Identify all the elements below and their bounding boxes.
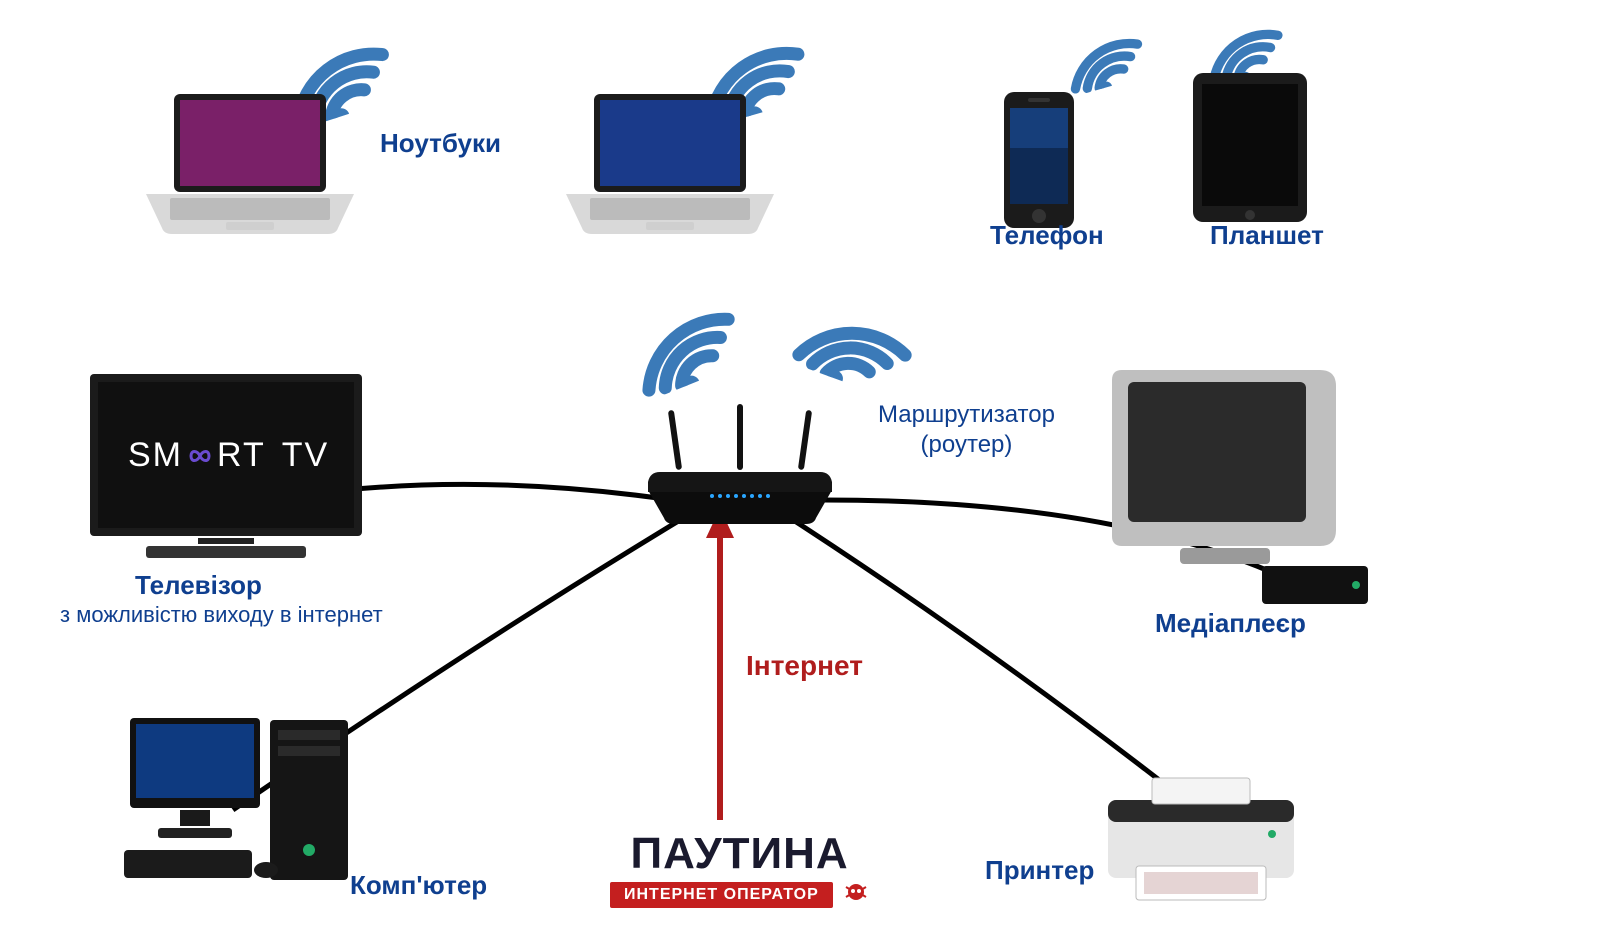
infinity-icon — [187, 443, 213, 469]
mediaplayer-box-icon — [1260, 558, 1370, 608]
router-label-line2: (роутер) — [878, 430, 1055, 460]
laptop-icon — [560, 90, 780, 240]
phone-label: Телефон — [990, 220, 1104, 251]
printer-label: Принтер — [985, 855, 1094, 886]
tv-logo-part: TV — [282, 436, 329, 475]
tv-logo-part: SM — [128, 436, 183, 475]
phone-icon — [1000, 90, 1078, 230]
tv-logo-text: SM RT TV — [128, 436, 329, 475]
cable — [345, 484, 672, 500]
isp-logo-main: ПАУТИНА — [610, 832, 869, 876]
computer-label: Комп'ютер — [350, 870, 487, 901]
tablet-icon — [1190, 70, 1310, 225]
tv-sublabel: з можливістю виходу в інтернет — [60, 602, 383, 628]
router-icon — [640, 400, 840, 530]
laptop-icon — [140, 90, 360, 240]
isp-logo-sub: ИНТЕРНЕТ ОПЕРАТОР — [610, 882, 833, 908]
spider-icon — [843, 879, 869, 910]
internet-label: Інтернет — [746, 650, 863, 682]
tv-label: Телевізор — [135, 570, 262, 601]
laptops-label: Ноутбуки — [380, 128, 501, 159]
isp-logo: ПАУТИНА ИНТЕРНЕТ ОПЕРАТОР — [610, 832, 869, 910]
mediaplayer-label: Медіаплеєр — [1155, 608, 1306, 639]
desktop-computer-icon — [120, 700, 360, 890]
tablet-label: Планшет — [1210, 220, 1324, 251]
tv-logo-part: RT — [217, 436, 266, 475]
printer-icon — [1096, 770, 1306, 910]
router-label: Маршрутизатор(роутер) — [878, 400, 1055, 460]
router-label-line1: Маршрутизатор — [878, 400, 1055, 430]
crt-monitor-icon — [1110, 360, 1340, 570]
